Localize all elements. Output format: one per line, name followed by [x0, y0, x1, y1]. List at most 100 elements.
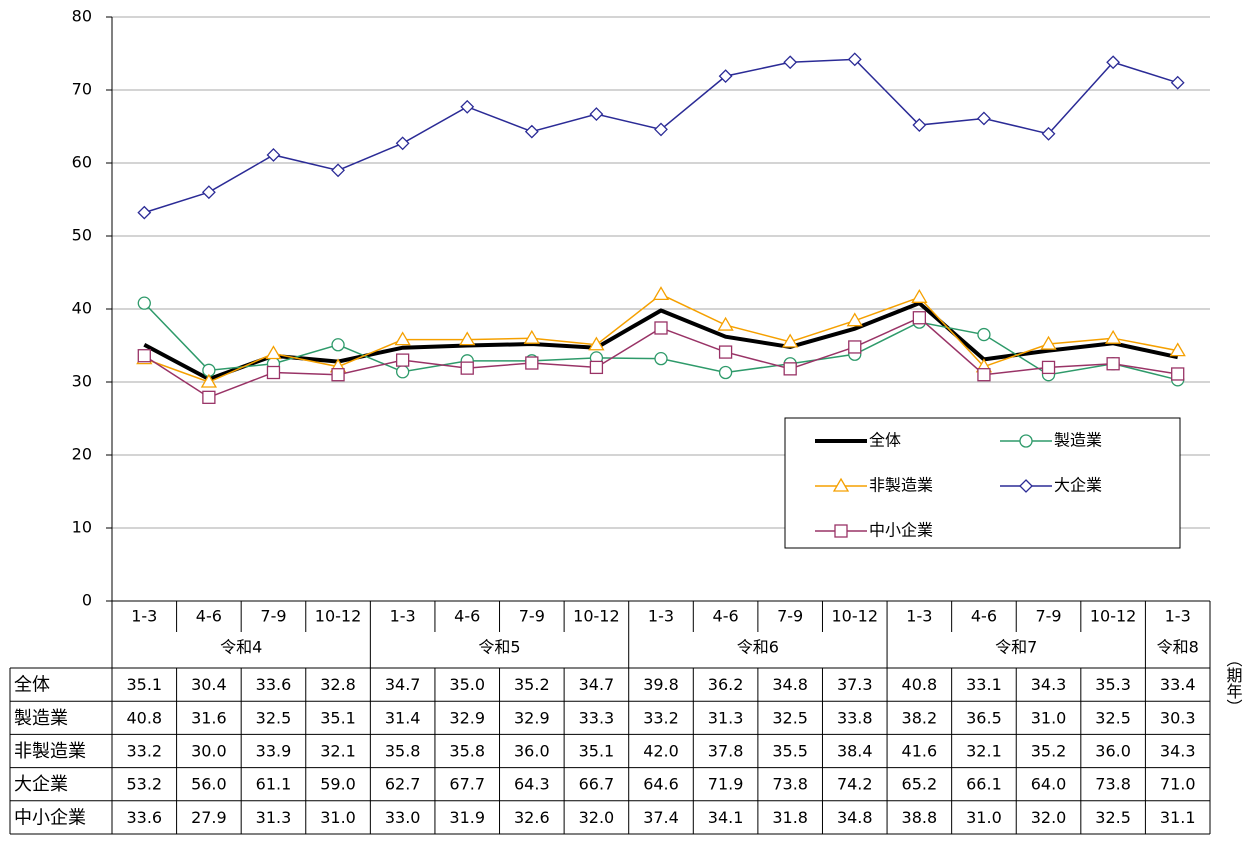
point	[394, 331, 411, 346]
legend-label: 大企業	[1054, 476, 1102, 495]
table-cell: 42.0	[643, 742, 679, 761]
table-cell: 35.1	[320, 708, 356, 727]
table-cell: 73.8	[772, 775, 808, 794]
x-tick-label: 1-3	[906, 607, 932, 626]
legend-label: 全体	[869, 431, 901, 450]
row-label: 中小企業	[14, 807, 86, 828]
table-cell: 31.0	[1031, 708, 1067, 727]
y-tick-label: 50	[72, 226, 92, 245]
point	[977, 111, 991, 126]
point	[588, 336, 605, 351]
year-label: 令和4	[220, 638, 262, 657]
table-cell: 53.2	[126, 775, 162, 794]
table-cell: 37.8	[708, 742, 744, 761]
table-cell: 33.6	[126, 808, 162, 827]
table-cell: 35.5	[772, 742, 808, 761]
table-cell: 39.8	[643, 675, 679, 694]
table-cell: 35.2	[514, 675, 550, 694]
legend-marker	[1019, 434, 1033, 448]
table-cell: 33.6	[256, 675, 292, 694]
point	[718, 69, 733, 84]
point	[846, 312, 863, 327]
table-cell: 38.8	[902, 808, 938, 827]
table-cell: 30.4	[191, 675, 227, 694]
point	[202, 390, 216, 404]
y-tick-label: 60	[72, 153, 92, 172]
point	[848, 340, 862, 354]
point	[137, 296, 151, 310]
x-tick-label: 7-9	[519, 607, 545, 626]
y-tick-label: 30	[72, 372, 92, 391]
point	[911, 289, 928, 303]
x-tick-label: 4-6	[713, 607, 739, 626]
table-cell: 33.1	[966, 675, 1002, 694]
x-tick-label: 7-9	[1035, 607, 1061, 626]
x-tick-label: 10-12	[832, 607, 879, 626]
point	[977, 327, 991, 342]
table-cell: 59.0	[320, 775, 356, 794]
table-cell: 36.0	[514, 742, 550, 761]
point	[523, 329, 540, 344]
legend-label: 製造業	[1054, 431, 1102, 450]
table-cell: 32.1	[320, 742, 356, 761]
table-cell: 67.7	[449, 775, 485, 794]
table-cell: 34.7	[579, 675, 615, 694]
table-cell: 32.0	[579, 808, 615, 827]
point	[331, 163, 345, 178]
legend-marker	[832, 477, 850, 492]
point	[1106, 357, 1120, 371]
table-cell: 33.3	[579, 708, 615, 727]
legend-label: 非製造業	[869, 476, 933, 495]
series-line	[144, 293, 1178, 383]
table-cell: 35.8	[449, 742, 485, 761]
point	[1040, 335, 1057, 350]
table-cell: 31.3	[256, 808, 292, 827]
point	[1041, 126, 1056, 141]
table-cell: 32.5	[772, 708, 808, 727]
table-cell: 32.1	[966, 742, 1002, 761]
table-cell: 32.5	[1095, 708, 1131, 727]
table-cell: 33.2	[126, 742, 162, 761]
table-cell: 71.0	[1160, 775, 1196, 794]
point	[395, 136, 410, 151]
table-cell: 33.0	[385, 808, 421, 827]
point	[331, 338, 345, 352]
point	[201, 185, 216, 200]
y-tick-label: 20	[72, 445, 92, 464]
point	[137, 205, 152, 220]
table-cell: 34.8	[837, 808, 873, 827]
table-cell: 35.2	[1031, 742, 1067, 761]
point	[460, 361, 474, 375]
table-cell: 35.8	[385, 742, 421, 761]
table-cell: 73.8	[1095, 775, 1131, 794]
table-cell: 32.9	[449, 708, 485, 727]
table-cell: 35.1	[126, 675, 162, 694]
point	[200, 373, 218, 388]
x-tick-label: 1-3	[131, 607, 157, 626]
table-cell: 31.6	[191, 708, 227, 727]
table-cell: 65.2	[902, 775, 938, 794]
point	[1171, 367, 1185, 381]
legend-marker	[1019, 479, 1033, 493]
y-tick-label: 70	[72, 80, 92, 99]
table-cell: 34.8	[772, 675, 808, 694]
x-tick-label: 10-12	[315, 607, 362, 626]
point	[1169, 342, 1186, 357]
table-cell: 36.0	[1095, 742, 1131, 761]
point	[977, 368, 991, 382]
table-cell: 34.1	[708, 808, 744, 827]
table-cell: 37.3	[837, 675, 873, 694]
table-cell: 30.0	[191, 742, 227, 761]
point	[717, 316, 734, 331]
table-cell: 35.0	[449, 675, 485, 694]
table-cell: 32.5	[256, 708, 292, 727]
y-tick-label: 0	[82, 591, 92, 610]
point	[266, 365, 281, 380]
point	[589, 107, 604, 122]
table-cell: 64.0	[1031, 775, 1067, 794]
point	[1041, 360, 1056, 375]
table-cell: 36.5	[966, 708, 1002, 727]
table-cell: 64.6	[643, 775, 679, 794]
table-cell: 41.6	[902, 742, 938, 761]
table-cell: 33.8	[837, 708, 873, 727]
